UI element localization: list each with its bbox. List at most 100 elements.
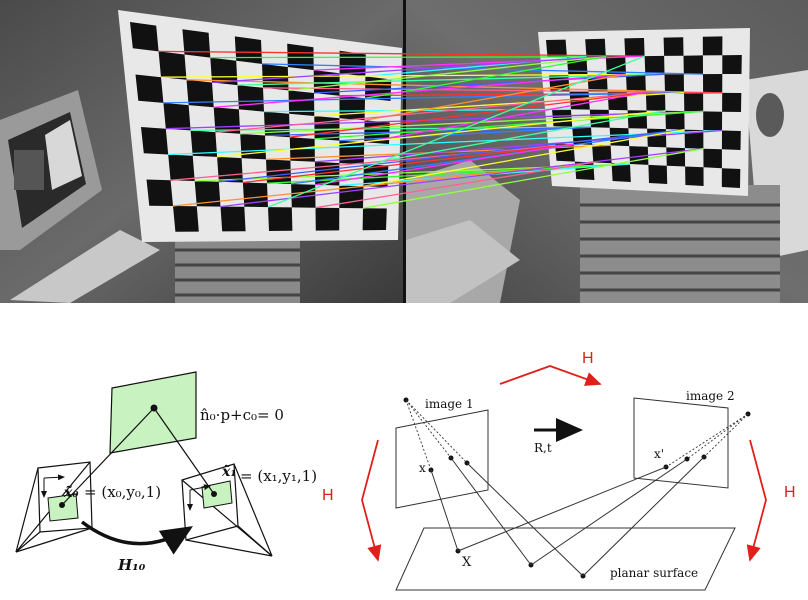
right-board-square — [645, 92, 666, 111]
planar-homography-figure: planar surface image 1 image 2 X x x' — [322, 350, 796, 591]
match-line — [186, 79, 723, 94]
right-board-square — [664, 74, 684, 93]
match-line — [364, 91, 647, 143]
left-board-square — [362, 208, 387, 231]
left-board-square — [135, 74, 164, 103]
match-line — [363, 128, 685, 187]
match-line — [213, 73, 627, 108]
homography-left-arrow — [361, 439, 382, 562]
planar-surface-label: planar surface — [610, 566, 698, 580]
left-board-square — [234, 36, 262, 64]
right-board-square — [722, 92, 742, 112]
right-board-square — [585, 38, 606, 57]
match-line — [315, 143, 574, 186]
world-point-label: X — [462, 555, 472, 570]
hand-right — [756, 93, 784, 137]
left-board-square — [163, 102, 191, 131]
match-line — [267, 55, 645, 208]
crt-monitor — [0, 90, 102, 250]
match-line — [291, 128, 685, 185]
right-board-square — [648, 164, 668, 184]
right-board-square — [721, 130, 741, 150]
homography-left-label: H — [322, 487, 334, 504]
left-board-square — [168, 154, 195, 181]
point1-coords: = (x₁,y₁,1) — [240, 467, 317, 485]
photo-divider — [403, 0, 406, 303]
right-board-square — [665, 110, 685, 130]
match-line — [314, 129, 723, 163]
match-line — [289, 91, 646, 138]
right-board-square — [703, 111, 723, 131]
right-board-square — [721, 168, 741, 188]
point0-coords: = (x₀,y₀,1) — [84, 483, 161, 501]
right-board-square — [624, 38, 645, 57]
feature-match-lines — [158, 50, 723, 209]
right-board-square — [703, 148, 722, 169]
left-board-square — [288, 90, 315, 116]
right-board-square — [684, 129, 704, 149]
right-board-square — [683, 55, 703, 75]
image1-label: image 1 — [425, 397, 474, 411]
left-board-square — [264, 111, 290, 138]
match-line — [315, 161, 594, 209]
point1-symbol: x̃₁ — [221, 463, 236, 480]
image2-label: image 2 — [686, 389, 735, 403]
match-line — [242, 143, 574, 184]
left-board-square — [237, 85, 264, 112]
right-board-square — [644, 55, 665, 75]
match-line — [266, 163, 631, 184]
left-board-square — [173, 206, 199, 232]
left-board-square — [158, 51, 187, 80]
match-line — [364, 73, 627, 121]
match-line — [217, 110, 666, 158]
right-board-square — [684, 92, 704, 112]
left-board-square — [182, 29, 211, 58]
point-x-label: x — [419, 461, 426, 475]
left-board-square — [186, 79, 214, 108]
homography-right-label: H — [784, 484, 796, 501]
match-line — [215, 91, 646, 133]
right-board-square — [702, 36, 723, 56]
left-board-square — [146, 179, 173, 206]
match-line — [362, 148, 704, 209]
image2-plane — [633, 397, 729, 489]
striped-shirt-right — [580, 185, 780, 303]
point-xprime-label: x' — [654, 447, 664, 461]
left-board-square — [289, 137, 315, 162]
right-board-square — [666, 147, 686, 167]
scene-plane — [109, 371, 197, 454]
right-board-square — [611, 163, 631, 182]
left-board-square — [190, 130, 218, 157]
right-board-square — [722, 55, 742, 74]
homography-top-label: H — [582, 350, 594, 367]
match-line — [160, 73, 665, 78]
right-board-square — [592, 144, 612, 164]
match-line — [211, 55, 606, 84]
right-board-square — [663, 37, 684, 56]
right-board-square — [685, 166, 704, 186]
match-line — [158, 50, 645, 57]
match-line — [261, 63, 704, 75]
keyboard — [10, 230, 160, 303]
left-board-square — [240, 133, 266, 160]
left-board-square — [268, 207, 293, 231]
point0-symbol: x̃₀ — [63, 484, 78, 501]
left-board-square — [210, 57, 238, 86]
image1-plane — [395, 409, 489, 509]
feature-matching-photos — [0, 0, 808, 303]
checkerboard-right — [538, 28, 750, 196]
motion-label: R,t — [534, 441, 552, 455]
left-photo — [0, 0, 403, 303]
match-line — [220, 148, 704, 208]
right-board-square — [546, 39, 567, 58]
right-board-square — [626, 74, 646, 93]
homography-arrow — [80, 520, 193, 555]
match-line — [163, 91, 685, 104]
match-line — [190, 126, 592, 132]
match-line — [363, 110, 666, 165]
left-board-square — [242, 182, 268, 208]
left-board-square — [130, 22, 159, 52]
homography-right-arrow — [746, 439, 767, 562]
match-line — [168, 129, 723, 156]
match-line — [210, 56, 587, 59]
